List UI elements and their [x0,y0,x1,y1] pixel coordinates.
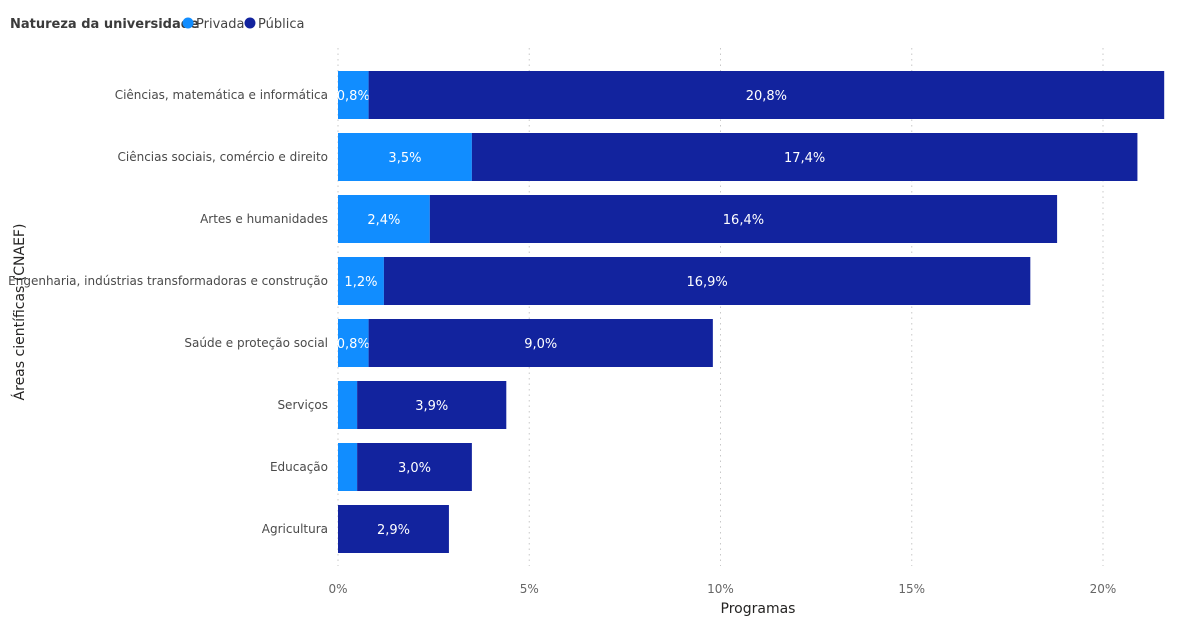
bar-publica-agricultura[interactable] [338,505,449,553]
data-label-publica-ciencias-matematica-e-informatica: 20,8% [746,89,787,104]
bar-publica-engenharia-industrias-transformadoras-e-construcao[interactable] [383,257,1031,305]
legend-swatch-publica [244,17,256,29]
category-label-ciencias-sociais-comercio-e-direito: Ciências sociais, comércio e direito [118,150,329,164]
bar-privada-artes-e-humanidades[interactable] [338,195,430,243]
bar-publica-ciencias-sociais-comercio-e-direito[interactable] [471,133,1138,181]
bar-publica-saude-e-protecao-social[interactable] [368,319,713,367]
data-label-privada-ciencias-matematica-e-informatica: 0,8% [337,89,370,104]
data-label-publica-servicos: 3,9% [415,399,448,414]
legend-label-publica[interactable]: Pública [258,17,304,32]
legend-title: Natureza da universidade [10,17,199,32]
x-tick-label: 0% [328,582,347,596]
x-tick-label: 10% [707,582,734,596]
x-axis-ticks: 0% 5% 10% 15% 20% [328,582,1116,596]
bar-publica-ciencias-matematica-e-informatica[interactable] [368,71,1165,119]
legend: Natureza da universidade Privada Pública [10,17,304,32]
bar-privada-educacao[interactable] [338,443,358,491]
x-tick-label: 15% [898,582,925,596]
legend-swatch-privada [182,17,194,29]
bar-privada-saude-e-protecao-social[interactable] [338,319,369,367]
category-label-saude-e-protecao-social: Saúde e proteção social [184,336,328,350]
category-label-ciencias-matematica-e-informatica: Ciências, matemática e informática [115,88,328,102]
bar-publica-educacao[interactable] [357,443,472,491]
legend-label-privada[interactable]: Privada [196,17,244,32]
category-label-servicos: Serviços [277,398,328,412]
category-labels: Ciências, matemática e informática Ciênci… [8,88,328,536]
data-label-publica-educacao: 3,0% [398,461,431,476]
data-label-publica-agricultura: 2,9% [377,523,410,538]
bar-publica-servicos[interactable] [357,381,507,429]
x-axis-title: Programas [721,601,796,617]
y-axis-title: Áreas científicas (CNAEF) [11,224,28,401]
x-tick-label: 5% [520,582,539,596]
bars: 0,8% 20,8% 3,5% 17,4% 2,4% 16,4% 1,2% 16,9% 0,8%… [337,71,1165,553]
data-label-privada-saude-e-protecao-social: 0,8% [337,337,370,352]
data-label-privada-ciencias-sociais-comercio-e-direito: 3,5% [388,151,421,166]
data-label-publica-engenharia-industrias-transformadoras-e-construcao: 16,9% [686,275,727,290]
data-label-publica-ciencias-sociais-comercio-e-direito: 17,4% [784,151,825,166]
bar-privada-servicos[interactable] [338,381,358,429]
x-tick-label: 20% [1090,582,1117,596]
data-label-privada-engenharia-industrias-transformadoras-e-construcao: 1,2% [344,275,377,290]
data-label-publica-saude-e-protecao-social: 9,0% [524,337,557,352]
bar-privada-engenharia-industrias-transformadoras-e-construcao[interactable] [338,257,384,305]
category-label-artes-e-humanidades: Artes e humanidades [200,212,328,226]
gridlines [337,48,1104,566]
bar-privada-ciencias-matematica-e-informatica[interactable] [338,71,369,119]
bar-publica-artes-e-humanidades[interactable] [429,195,1058,243]
data-label-publica-artes-e-humanidades: 16,4% [723,213,764,228]
category-label-educacao: Educação [270,460,328,474]
category-label-engenharia-industrias-transformadoras-e-construcao: Engenharia, indústrias transformadoras e… [8,274,328,288]
bar-privada-ciencias-sociais-comercio-e-direito[interactable] [338,133,472,181]
data-label-privada-artes-e-humanidades: 2,4% [367,213,400,228]
category-label-agricultura: Agricultura [262,522,328,536]
